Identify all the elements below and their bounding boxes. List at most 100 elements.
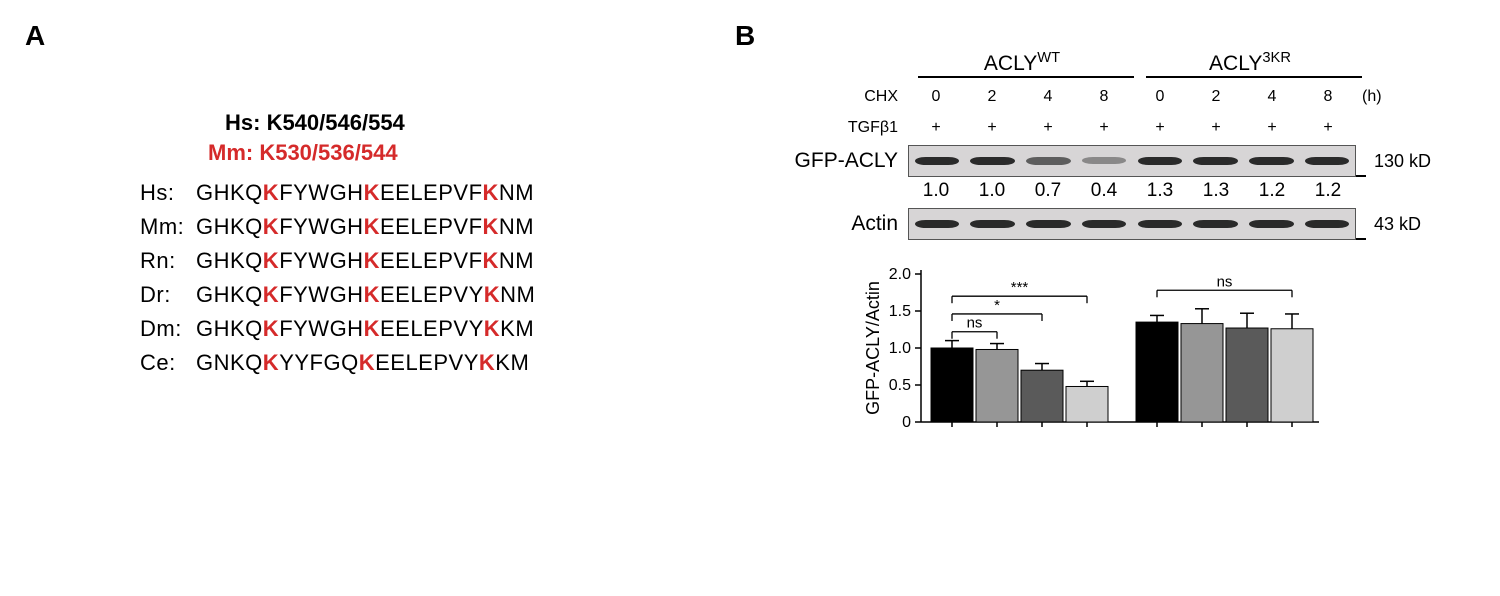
blot-lane xyxy=(1188,209,1244,239)
svg-text:ns: ns xyxy=(967,315,983,332)
header-mm-prefix: Mm: xyxy=(208,140,259,165)
seq-fragment: EELEPVF xyxy=(380,214,483,239)
seq-fragment: EELEPVY xyxy=(380,282,484,307)
seq-fragment: NM xyxy=(499,248,534,273)
blot-lane xyxy=(1244,146,1300,176)
conserved-k: K xyxy=(484,282,500,307)
tgf-value: + xyxy=(964,119,1020,137)
conserved-k: K xyxy=(364,248,380,273)
conserved-k: K xyxy=(359,350,375,375)
header-hs-prefix: Hs: xyxy=(225,110,267,135)
chx-row: CHX 02480248 (h) xyxy=(760,83,1480,111)
tgf-value: + xyxy=(1300,119,1356,137)
quant-value: 1.0 xyxy=(908,180,964,202)
actin-label: Actin xyxy=(760,212,908,236)
seq-fragment: GHKQ xyxy=(196,248,263,273)
sequence-row: Dm:GHKQKFYWGHKEELEPVYKKM xyxy=(140,312,535,346)
sequence-row: Mm:GHKQKFYWGHKEELEPVFKNM xyxy=(140,210,535,244)
blot-band xyxy=(1026,157,1071,165)
actin-blot-row: Actin 43 kD xyxy=(760,208,1480,240)
group-3kr-name: ACLY xyxy=(1209,52,1262,75)
conserved-k: K xyxy=(263,282,279,307)
conserved-k: K xyxy=(364,180,380,205)
sequence-row: Ce:GNKQKYYFGQKEELEPVYKKM xyxy=(140,346,535,380)
svg-text:1.5: 1.5 xyxy=(889,303,911,320)
chx-value: 0 xyxy=(908,88,964,106)
quant-row: 1.01.00.70.41.31.31.21.2 xyxy=(760,180,1480,202)
svg-text:***: *** xyxy=(1011,279,1029,296)
conserved-k: K xyxy=(263,214,279,239)
species-label: Ce: xyxy=(140,346,196,380)
blot-band xyxy=(970,220,1015,228)
blot-lane xyxy=(1299,209,1355,239)
conserved-k: K xyxy=(483,248,499,273)
blot-band xyxy=(1305,157,1350,165)
seq-fragment: EELEPVF xyxy=(380,248,483,273)
tgf-value: + xyxy=(1076,119,1132,137)
seq-fragment: GHKQ xyxy=(196,316,263,341)
svg-text:1.0: 1.0 xyxy=(889,340,911,357)
svg-text:*: * xyxy=(994,297,1000,314)
blot-lane xyxy=(1076,209,1132,239)
conserved-k: K xyxy=(263,248,279,273)
conserved-k: K xyxy=(364,282,380,307)
seq-fragment: GNKQ xyxy=(196,350,263,375)
chx-label: CHX xyxy=(760,88,908,106)
conserved-k: K xyxy=(263,350,279,375)
blot-band xyxy=(1249,157,1294,165)
seq-fragment: FYWGH xyxy=(279,180,363,205)
conserved-k: K xyxy=(479,350,495,375)
seq-fragment: FYWGH xyxy=(279,282,363,307)
chx-value: 8 xyxy=(1300,88,1356,106)
seq-fragment: FYWGH xyxy=(279,316,363,341)
tgf-value: + xyxy=(1132,119,1188,137)
blot-lane xyxy=(965,146,1021,176)
group-wt-name: ACLY xyxy=(984,52,1037,75)
group-3kr-label: ACLY3KR xyxy=(1160,50,1340,76)
seq-fragment: EELEPVY xyxy=(380,316,484,341)
chx-value: 2 xyxy=(964,88,1020,106)
panel-b: ACLYWT ACLY3KR CHX 02480248 (h) TGFβ1 ++… xyxy=(760,50,1480,442)
seq-fragment: KM xyxy=(500,316,534,341)
blot-lane xyxy=(1132,146,1188,176)
svg-text:0: 0 xyxy=(902,414,911,431)
chx-value: 4 xyxy=(1244,88,1300,106)
conserved-k: K xyxy=(263,180,279,205)
blot-band xyxy=(1249,220,1294,228)
blot-lane xyxy=(909,146,965,176)
quant-value: 0.4 xyxy=(1076,180,1132,202)
quant-value: 1.3 xyxy=(1132,180,1188,202)
bar-chart: 00.51.01.52.0GFP-ACLY/Actinns****ns xyxy=(865,252,1480,442)
seq-fragment: FYWGH xyxy=(279,214,363,239)
blot-band xyxy=(1026,220,1071,228)
tgf-value: + xyxy=(908,119,964,137)
conserved-k: K xyxy=(364,316,380,341)
seq-fragment: FYWGH xyxy=(279,248,363,273)
chx-value: 4 xyxy=(1020,88,1076,106)
blot-lane xyxy=(1299,146,1355,176)
panel-b-label: B xyxy=(735,20,755,52)
blot-band xyxy=(1138,157,1183,165)
header-hs-sites: K540/546/554 xyxy=(267,110,405,135)
quant-value: 1.2 xyxy=(1244,180,1300,202)
tgf-row: TGFβ1 ++++++++ xyxy=(760,114,1480,142)
blot-band xyxy=(1082,220,1127,228)
blot-lane xyxy=(965,209,1021,239)
chx-unit: (h) xyxy=(1356,88,1382,106)
panel-a-alignment: Hs: K540/546/554 Mm: K530/536/544 Hs:GHK… xyxy=(140,110,535,381)
conserved-k: K xyxy=(483,180,499,205)
quant-value: 1.3 xyxy=(1188,180,1244,202)
conserved-k: K xyxy=(364,214,380,239)
sequence-row: Rn:GHKQKFYWGHKEELEPVFKNM xyxy=(140,244,535,278)
blot-band xyxy=(1193,157,1238,165)
group-wt-label: ACLYWT xyxy=(932,50,1112,76)
species-label: Dr: xyxy=(140,278,196,312)
group-wt-sup: WT xyxy=(1037,50,1060,66)
species-label: Mm: xyxy=(140,210,196,244)
conserved-k: K xyxy=(483,214,499,239)
gfp-acly-label: GFP-ACLY xyxy=(760,149,908,173)
sequence-row: Hs:GHKQKFYWGHKEELEPVFKNM xyxy=(140,176,535,210)
blot-lane xyxy=(909,209,965,239)
seq-fragment: EELEPVF xyxy=(380,180,483,205)
chx-value: 0 xyxy=(1132,88,1188,106)
